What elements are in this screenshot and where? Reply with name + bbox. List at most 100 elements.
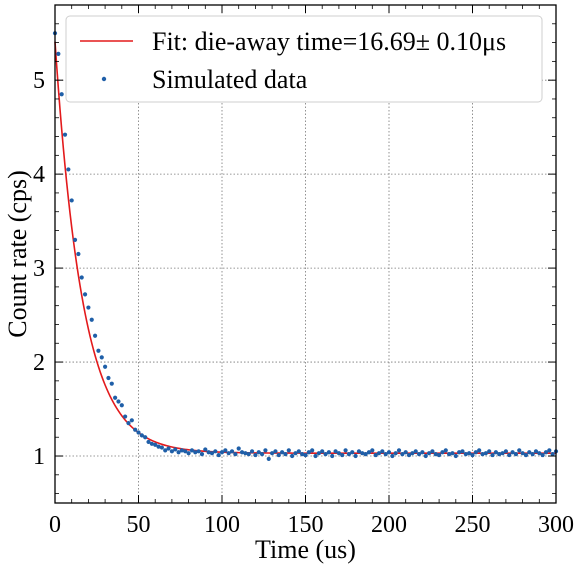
data-point bbox=[410, 451, 415, 456]
data-point bbox=[276, 452, 281, 458]
data-point bbox=[350, 450, 355, 455]
data-point bbox=[129, 418, 134, 423]
data-point bbox=[426, 451, 432, 456]
data-point bbox=[223, 448, 228, 453]
data-point bbox=[423, 453, 428, 459]
data-point bbox=[123, 414, 128, 419]
data-point bbox=[413, 449, 418, 454]
data-point bbox=[59, 92, 64, 97]
data-point bbox=[360, 451, 365, 456]
data-point bbox=[487, 449, 492, 454]
data-point bbox=[226, 451, 231, 456]
data-point bbox=[136, 430, 141, 435]
data-point bbox=[166, 446, 171, 451]
data-point bbox=[470, 452, 475, 458]
data-point bbox=[500, 451, 505, 456]
data-point bbox=[62, 132, 68, 137]
data-point bbox=[300, 452, 305, 457]
data-point bbox=[183, 449, 188, 454]
data-point bbox=[463, 452, 468, 457]
data-point bbox=[310, 448, 315, 453]
data-point bbox=[530, 452, 535, 457]
data-point bbox=[196, 449, 201, 454]
data-point bbox=[126, 421, 131, 426]
data-point bbox=[433, 452, 438, 457]
data-point bbox=[437, 452, 442, 458]
data-point bbox=[113, 395, 118, 400]
x-tick-label: 50 bbox=[127, 512, 151, 538]
data-point bbox=[477, 448, 482, 453]
data-point bbox=[386, 450, 392, 455]
data-point bbox=[263, 448, 268, 453]
data-point bbox=[513, 452, 519, 457]
x-tick-label: 300 bbox=[538, 512, 574, 538]
data-point bbox=[430, 449, 435, 454]
data-point bbox=[550, 452, 555, 457]
data-point bbox=[416, 452, 422, 457]
x-tick-label: 0 bbox=[49, 512, 61, 538]
data-point bbox=[396, 448, 402, 453]
data-point bbox=[159, 445, 164, 450]
data-point bbox=[403, 450, 408, 455]
data-point bbox=[510, 450, 515, 455]
legend-data-marker-swatch bbox=[101, 76, 107, 82]
data-point bbox=[69, 198, 74, 203]
data-point bbox=[443, 448, 448, 453]
x-tick-label: 100 bbox=[204, 512, 240, 538]
data-point bbox=[189, 448, 195, 453]
data-point bbox=[333, 449, 338, 454]
data-point bbox=[96, 348, 101, 353]
y-axis-label: Count rate (cps) bbox=[3, 170, 32, 338]
data-point bbox=[259, 452, 265, 457]
data-point bbox=[229, 449, 235, 454]
data-point bbox=[543, 450, 549, 455]
data-point bbox=[106, 375, 111, 381]
y-tick-label: 1 bbox=[33, 444, 45, 470]
data-point bbox=[497, 452, 502, 457]
data-point bbox=[330, 453, 335, 459]
data-point bbox=[246, 452, 251, 457]
data-point bbox=[153, 442, 158, 447]
data-points bbox=[52, 31, 559, 461]
data-point bbox=[92, 333, 98, 338]
data-point bbox=[179, 448, 185, 453]
data-point bbox=[340, 452, 345, 458]
data-point bbox=[326, 450, 331, 455]
data-point bbox=[447, 452, 452, 457]
data-point bbox=[89, 317, 94, 322]
data-point bbox=[376, 451, 382, 456]
data-point bbox=[507, 452, 512, 458]
data-point bbox=[363, 452, 368, 457]
y-tick-labels: 1 2 3 4 5 bbox=[33, 68, 45, 470]
y-tick-label: 4 bbox=[33, 162, 45, 188]
data-point bbox=[373, 452, 378, 458]
x-tick-labels: 0 50 100 150 200 250 300 bbox=[49, 512, 574, 538]
data-point bbox=[450, 451, 455, 456]
data-point bbox=[116, 399, 121, 404]
data-point bbox=[209, 451, 215, 456]
data-point bbox=[233, 452, 238, 457]
data-point bbox=[346, 452, 352, 457]
data-point bbox=[313, 453, 318, 459]
data-point bbox=[493, 450, 498, 455]
data-point bbox=[523, 452, 529, 458]
data-point bbox=[490, 452, 495, 458]
y-tick-label: 5 bbox=[33, 68, 45, 94]
data-point bbox=[149, 441, 154, 446]
data-point bbox=[156, 444, 161, 449]
data-point bbox=[186, 451, 191, 456]
data-point bbox=[249, 449, 255, 454]
data-point bbox=[393, 451, 398, 456]
data-point bbox=[203, 447, 208, 452]
data-point bbox=[356, 449, 362, 454]
x-tick-label: 150 bbox=[288, 512, 324, 538]
data-point bbox=[213, 449, 218, 454]
data-point bbox=[316, 451, 321, 456]
data-point bbox=[380, 449, 385, 454]
data-point bbox=[453, 453, 458, 459]
data-point bbox=[527, 450, 532, 455]
data-point bbox=[547, 448, 552, 453]
data-point bbox=[253, 452, 258, 458]
data-point bbox=[406, 452, 412, 458]
data-point bbox=[139, 433, 144, 438]
